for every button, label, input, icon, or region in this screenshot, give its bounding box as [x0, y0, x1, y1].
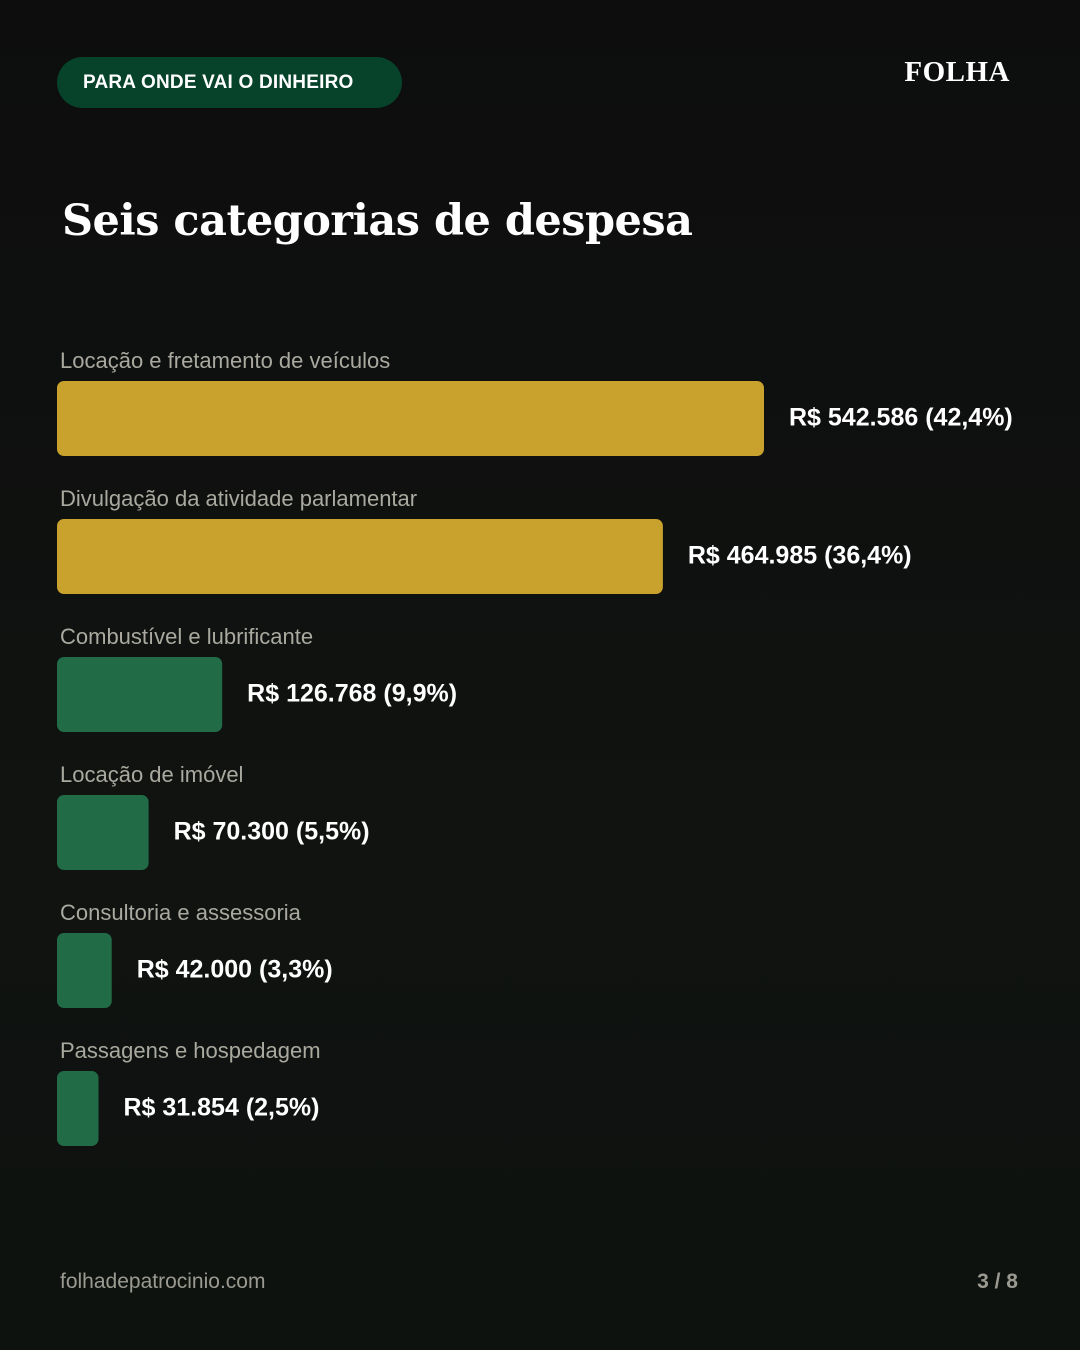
value-label: R$ 70.300 (5,5%) [174, 818, 370, 846]
footer-site-url[interactable]: folhadepatrocinio.com [60, 1270, 266, 1293]
category-label: Divulgação da atividade parlamentar [60, 486, 417, 511]
bar [57, 657, 223, 732]
value-label: R$ 126.768 (9,9%) [247, 680, 457, 708]
value-label: R$ 464.985 (36,4%) [688, 542, 912, 570]
value-label: R$ 542.586 (42,4%) [789, 404, 1013, 432]
value-label: R$ 42.000 (3,3%) [137, 956, 333, 984]
section-badge-label: PARA ONDE VAI O DINHEIRO [83, 71, 354, 93]
bar [57, 1071, 99, 1146]
bar [57, 933, 112, 1008]
category-label: Locação de imóvel [60, 762, 243, 787]
category-label: Consultoria e assessoria [60, 900, 302, 925]
category-label: Passagens e hospedagem [60, 1038, 321, 1063]
bar [57, 519, 663, 594]
bar-chart: Locação e fretamento de veículos R$ 542.5… [57, 348, 1013, 1146]
category-label: Combustível e lubrificante [60, 624, 313, 649]
brand-logo: FOLHA [904, 56, 1010, 88]
bar [57, 381, 764, 456]
category-label: Locação e fretamento de veículos [60, 348, 390, 373]
chart-title: Seis categorias de despesa [62, 196, 693, 246]
value-label: R$ 31.854 (2,5%) [124, 1094, 320, 1122]
bar [57, 795, 149, 870]
section-badge: PARA ONDE VAI O DINHEIRO [57, 57, 402, 108]
page-indicator: 3 / 8 [977, 1270, 1018, 1293]
